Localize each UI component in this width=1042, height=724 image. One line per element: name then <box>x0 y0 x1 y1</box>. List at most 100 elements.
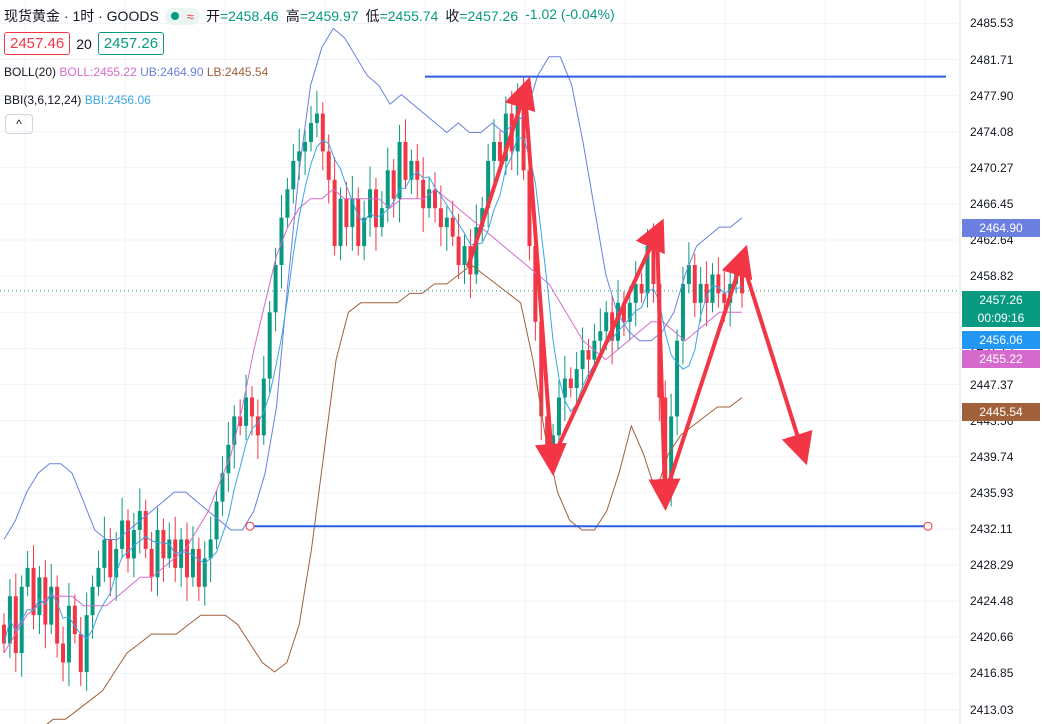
candle-body <box>391 170 396 199</box>
trend-arrow <box>550 218 665 461</box>
candle-body <box>108 539 113 578</box>
ub-tag-text: 2464.90 <box>979 221 1023 235</box>
candle-body <box>196 548 201 587</box>
candle-body <box>338 198 343 247</box>
candle-body <box>238 416 243 426</box>
ask-price-button[interactable]: 2457.26 <box>97 32 165 55</box>
boll-legend[interactable]: BOLL(20) BOLL:2455.22 UB:2464.90 LB:2445… <box>4 65 268 79</box>
candle-body <box>556 397 561 436</box>
candle-body <box>669 416 674 493</box>
candle-body <box>249 397 254 417</box>
candle-body <box>675 340 680 417</box>
mid-tag-text: 2455.22 <box>979 352 1023 366</box>
candle-body <box>344 198 349 228</box>
candle-body <box>438 208 443 228</box>
candle-body <box>710 274 715 303</box>
candle-body <box>125 520 130 559</box>
candle-body <box>13 596 18 654</box>
candle-body <box>84 615 89 672</box>
candle-body <box>586 350 591 360</box>
candle-body <box>492 141 497 161</box>
candle-body <box>350 198 355 228</box>
candle-body <box>403 141 408 180</box>
candle-body <box>96 567 101 587</box>
trend-arrow <box>523 91 567 476</box>
candle-body <box>332 179 337 247</box>
y-tick-label: 2470.27 <box>970 160 1014 175</box>
candle-body <box>722 293 727 303</box>
y-tick-label: 2428.29 <box>970 558 1014 573</box>
candle-body <box>444 217 449 228</box>
candle-body <box>273 264 278 313</box>
trend-arrow <box>740 259 813 466</box>
candle-body <box>303 141 308 152</box>
candle-body <box>462 246 467 265</box>
symbol-title[interactable]: 现货黄金 · 1时 · GOODS <box>4 8 159 24</box>
candle-body <box>533 246 538 322</box>
y-tick-label: 2477.90 <box>970 88 1014 103</box>
candle-body <box>373 189 378 228</box>
candle-body <box>704 283 709 303</box>
boll-ub-value: UB:2464.90 <box>140 65 204 79</box>
candle-body <box>202 558 207 587</box>
candle-body <box>651 246 656 284</box>
market-open-dot-icon <box>170 12 179 20</box>
candle-body <box>580 350 585 370</box>
y-tick-label: 2424.48 <box>970 594 1014 609</box>
candle-body <box>409 160 414 180</box>
candle-body <box>545 416 550 455</box>
candle-countdown: 00:09:16 <box>977 311 1025 325</box>
y-tick-label: 2466.45 <box>970 196 1014 211</box>
mid-price-tag: 2455.22 <box>962 350 1040 368</box>
candle-body <box>427 189 432 209</box>
candle-body <box>503 113 508 161</box>
candle-body <box>521 94 526 171</box>
candle-body <box>285 189 290 218</box>
candle-body <box>320 113 325 152</box>
spread-value: 20 <box>76 35 92 52</box>
y-tick-label: 2485.53 <box>970 16 1014 31</box>
candle-body <box>131 529 136 559</box>
lb-tag-text: 2445.54 <box>979 405 1023 419</box>
candle-body <box>486 160 491 209</box>
candle-body <box>25 567 30 587</box>
candle-body <box>698 283 703 303</box>
candle-body <box>568 378 573 389</box>
candle-body <box>220 473 225 502</box>
y-tick-label: 2413.03 <box>970 702 1014 717</box>
bbi-price-tag: 2456.06 <box>962 331 1040 349</box>
candle-body <box>421 179 426 209</box>
y-tick-label: 2435.93 <box>970 485 1014 500</box>
collapse-indicators-button[interactable]: ^ <box>5 114 33 134</box>
high-label: 高 <box>285 8 300 24</box>
candle-body <box>267 312 272 379</box>
candle-body <box>368 189 373 218</box>
trend-arrow <box>663 244 753 496</box>
candle-body <box>314 113 319 124</box>
candle-body <box>716 274 721 294</box>
close-value: =2457.26 <box>459 8 519 24</box>
candle-body <box>356 198 361 247</box>
boll-mid-value: BOLL:2455.22 <box>59 65 137 79</box>
candle-body <box>362 217 367 247</box>
bbi-value: BBI:2456.06 <box>84 93 151 107</box>
candle-body <box>326 151 331 180</box>
candle-body <box>261 378 266 436</box>
high-value: =2459.97 <box>299 8 359 24</box>
bbi-legend[interactable]: BBI(3,6,12,24) BBI:2456.06 <box>4 93 151 107</box>
candle-body <box>208 539 213 559</box>
market-status-toggle[interactable]: ≈ <box>164 7 200 25</box>
bid-price-button[interactable]: 2457.46 <box>4 32 71 55</box>
candle-body <box>49 586 54 625</box>
candle-body <box>167 539 172 559</box>
candle-body <box>633 283 638 303</box>
bbi-line <box>3 136 743 644</box>
candle-body <box>55 586 60 644</box>
y-tick-label: 2458.82 <box>970 269 1014 284</box>
chart-header: 现货黄金 · 1时 · GOODS ≈ 开=2458.46 高=2459.97 … <box>4 6 615 26</box>
y-tick-label: 2416.85 <box>970 666 1014 681</box>
boll-name: BOLL(20) <box>4 65 57 79</box>
candle-body <box>179 539 184 568</box>
wave-icon: ≈ <box>186 8 194 24</box>
